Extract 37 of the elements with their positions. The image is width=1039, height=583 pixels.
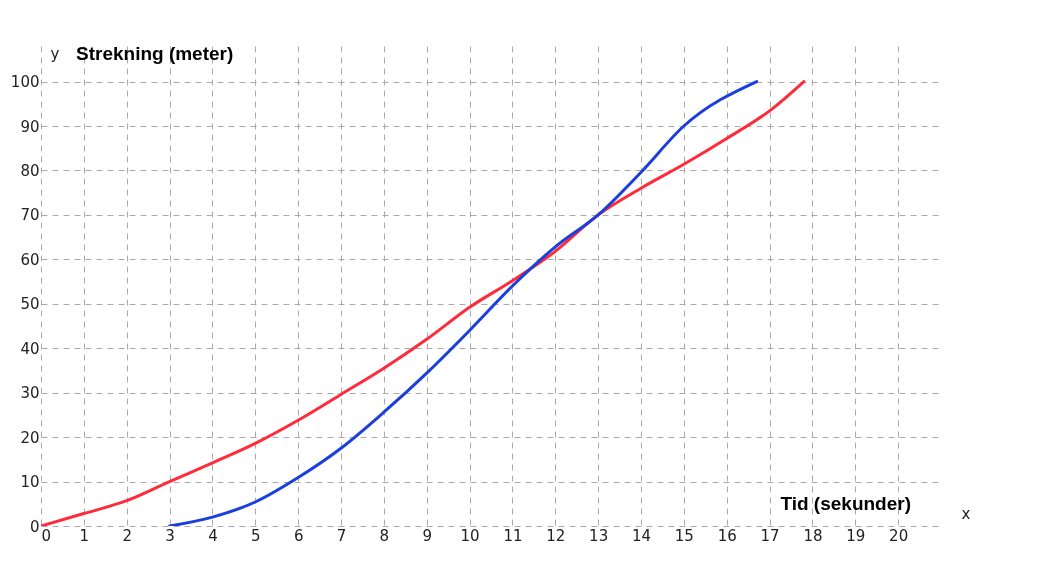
text: x (961, 505, 971, 523)
y-tick-label: 30 (20, 384, 40, 403)
y-tick-label: 100 (10, 73, 40, 92)
x-tick-label: 18 (803, 526, 823, 545)
x-tick-label: 12 (546, 526, 566, 545)
y-tick-label: 10 (20, 473, 40, 492)
x-tick-label: 1 (79, 526, 90, 545)
x-tick-label: 0 (41, 526, 52, 545)
x-tick-label: 3 (165, 526, 175, 545)
x-tick-label: 20 (889, 526, 909, 545)
y-axis-title: Strekning (meter) (76, 43, 234, 64)
x-tick-label: 4 (208, 526, 218, 545)
x-tick-label: 5 (251, 526, 261, 545)
x-tick-label: 19 (846, 526, 866, 545)
annotation: y (50, 45, 60, 63)
x-tick-label: 9 (422, 526, 432, 545)
line-series (41, 80, 806, 526)
x-tick-label: 11 (503, 526, 523, 545)
x-tick-label: 17 (760, 526, 780, 545)
y-tick-label: 60 (20, 250, 40, 269)
line-series (168, 80, 759, 526)
y-tick-label: 90 (20, 117, 40, 136)
x-tick-label: 7 (336, 526, 347, 545)
y-tick-label: 80 (20, 161, 40, 180)
x-tick-label: 10 (460, 526, 480, 545)
x-tick-label: 15 (674, 526, 694, 545)
x-tick-label: 14 (631, 526, 652, 545)
x-tick-label: 16 (717, 526, 737, 545)
y-tick-label: 50 (20, 295, 40, 314)
y-tick-label: 70 (20, 206, 40, 225)
x-tick-label: 13 (589, 526, 609, 545)
x-tick-label: 2 (122, 526, 132, 545)
y-tick-label: 20 (20, 428, 40, 447)
x-tick-label: 6 (293, 526, 304, 545)
x-axis-title: Tid (sekunder) (780, 493, 911, 514)
x-tick-label: 8 (379, 526, 390, 545)
y-tick-label: 40 (20, 339, 40, 358)
